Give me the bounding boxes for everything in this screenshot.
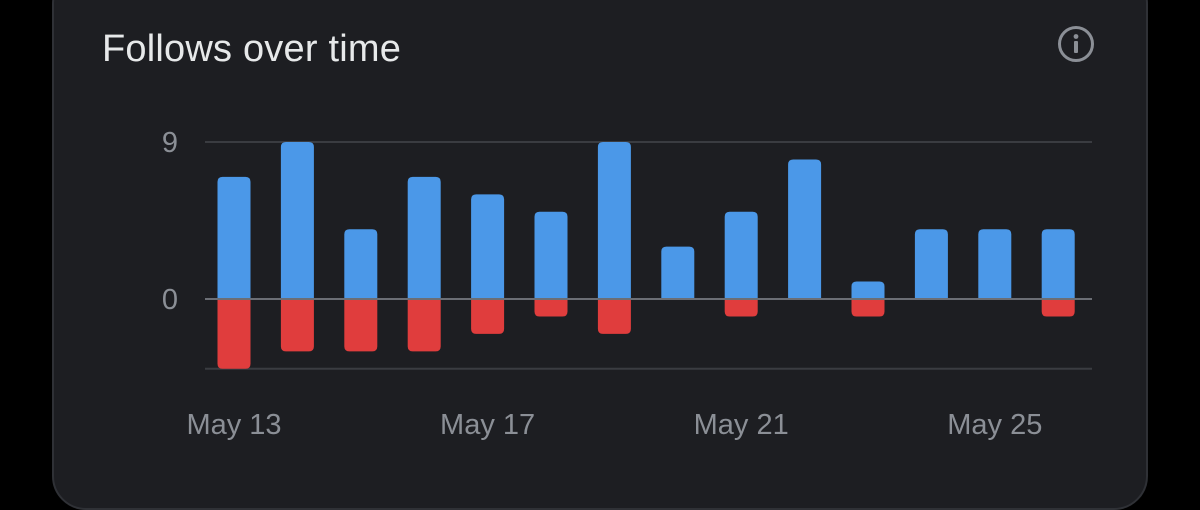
y-tick-label: 9 [162, 127, 178, 159]
follow-bar [724, 211, 758, 299]
follow-bar [851, 281, 885, 299]
unfollow-bar [1041, 299, 1075, 317]
info-icon[interactable] [1057, 25, 1095, 63]
follow-bar [597, 142, 631, 299]
follow-bar [1041, 229, 1075, 299]
unfollow-bar [597, 299, 631, 334]
x-tick-label: May 21 [694, 409, 789, 441]
unfollow-bar [534, 299, 568, 317]
follow-bar [344, 229, 378, 299]
follows-bar-chart: 9 0 May 13 May 17 May 21 May 25 [162, 127, 1092, 441]
unfollow-bar [217, 299, 251, 369]
unfollow-bar [724, 299, 758, 317]
x-tick-label: May 25 [947, 409, 1042, 441]
x-tick-label: May 13 [186, 409, 281, 441]
unfollow-bar [280, 299, 314, 352]
follow-bar [471, 194, 505, 299]
x-tick-label: May 17 [440, 409, 535, 441]
card-title: Follows over time [102, 28, 402, 70]
unfollow-bar [471, 299, 505, 334]
follow-bar [407, 176, 441, 299]
follow-bar [534, 211, 568, 299]
follow-bar [280, 142, 314, 299]
follow-bar [978, 229, 1012, 299]
follow-bar [661, 246, 695, 299]
follow-bar [788, 159, 822, 299]
follow-bar [914, 229, 948, 299]
y-tick-label: 0 [162, 284, 178, 316]
unfollow-bar [851, 299, 885, 317]
unfollow-bar [344, 299, 378, 352]
unfollow-bar [407, 299, 441, 352]
follow-bar [217, 176, 251, 299]
